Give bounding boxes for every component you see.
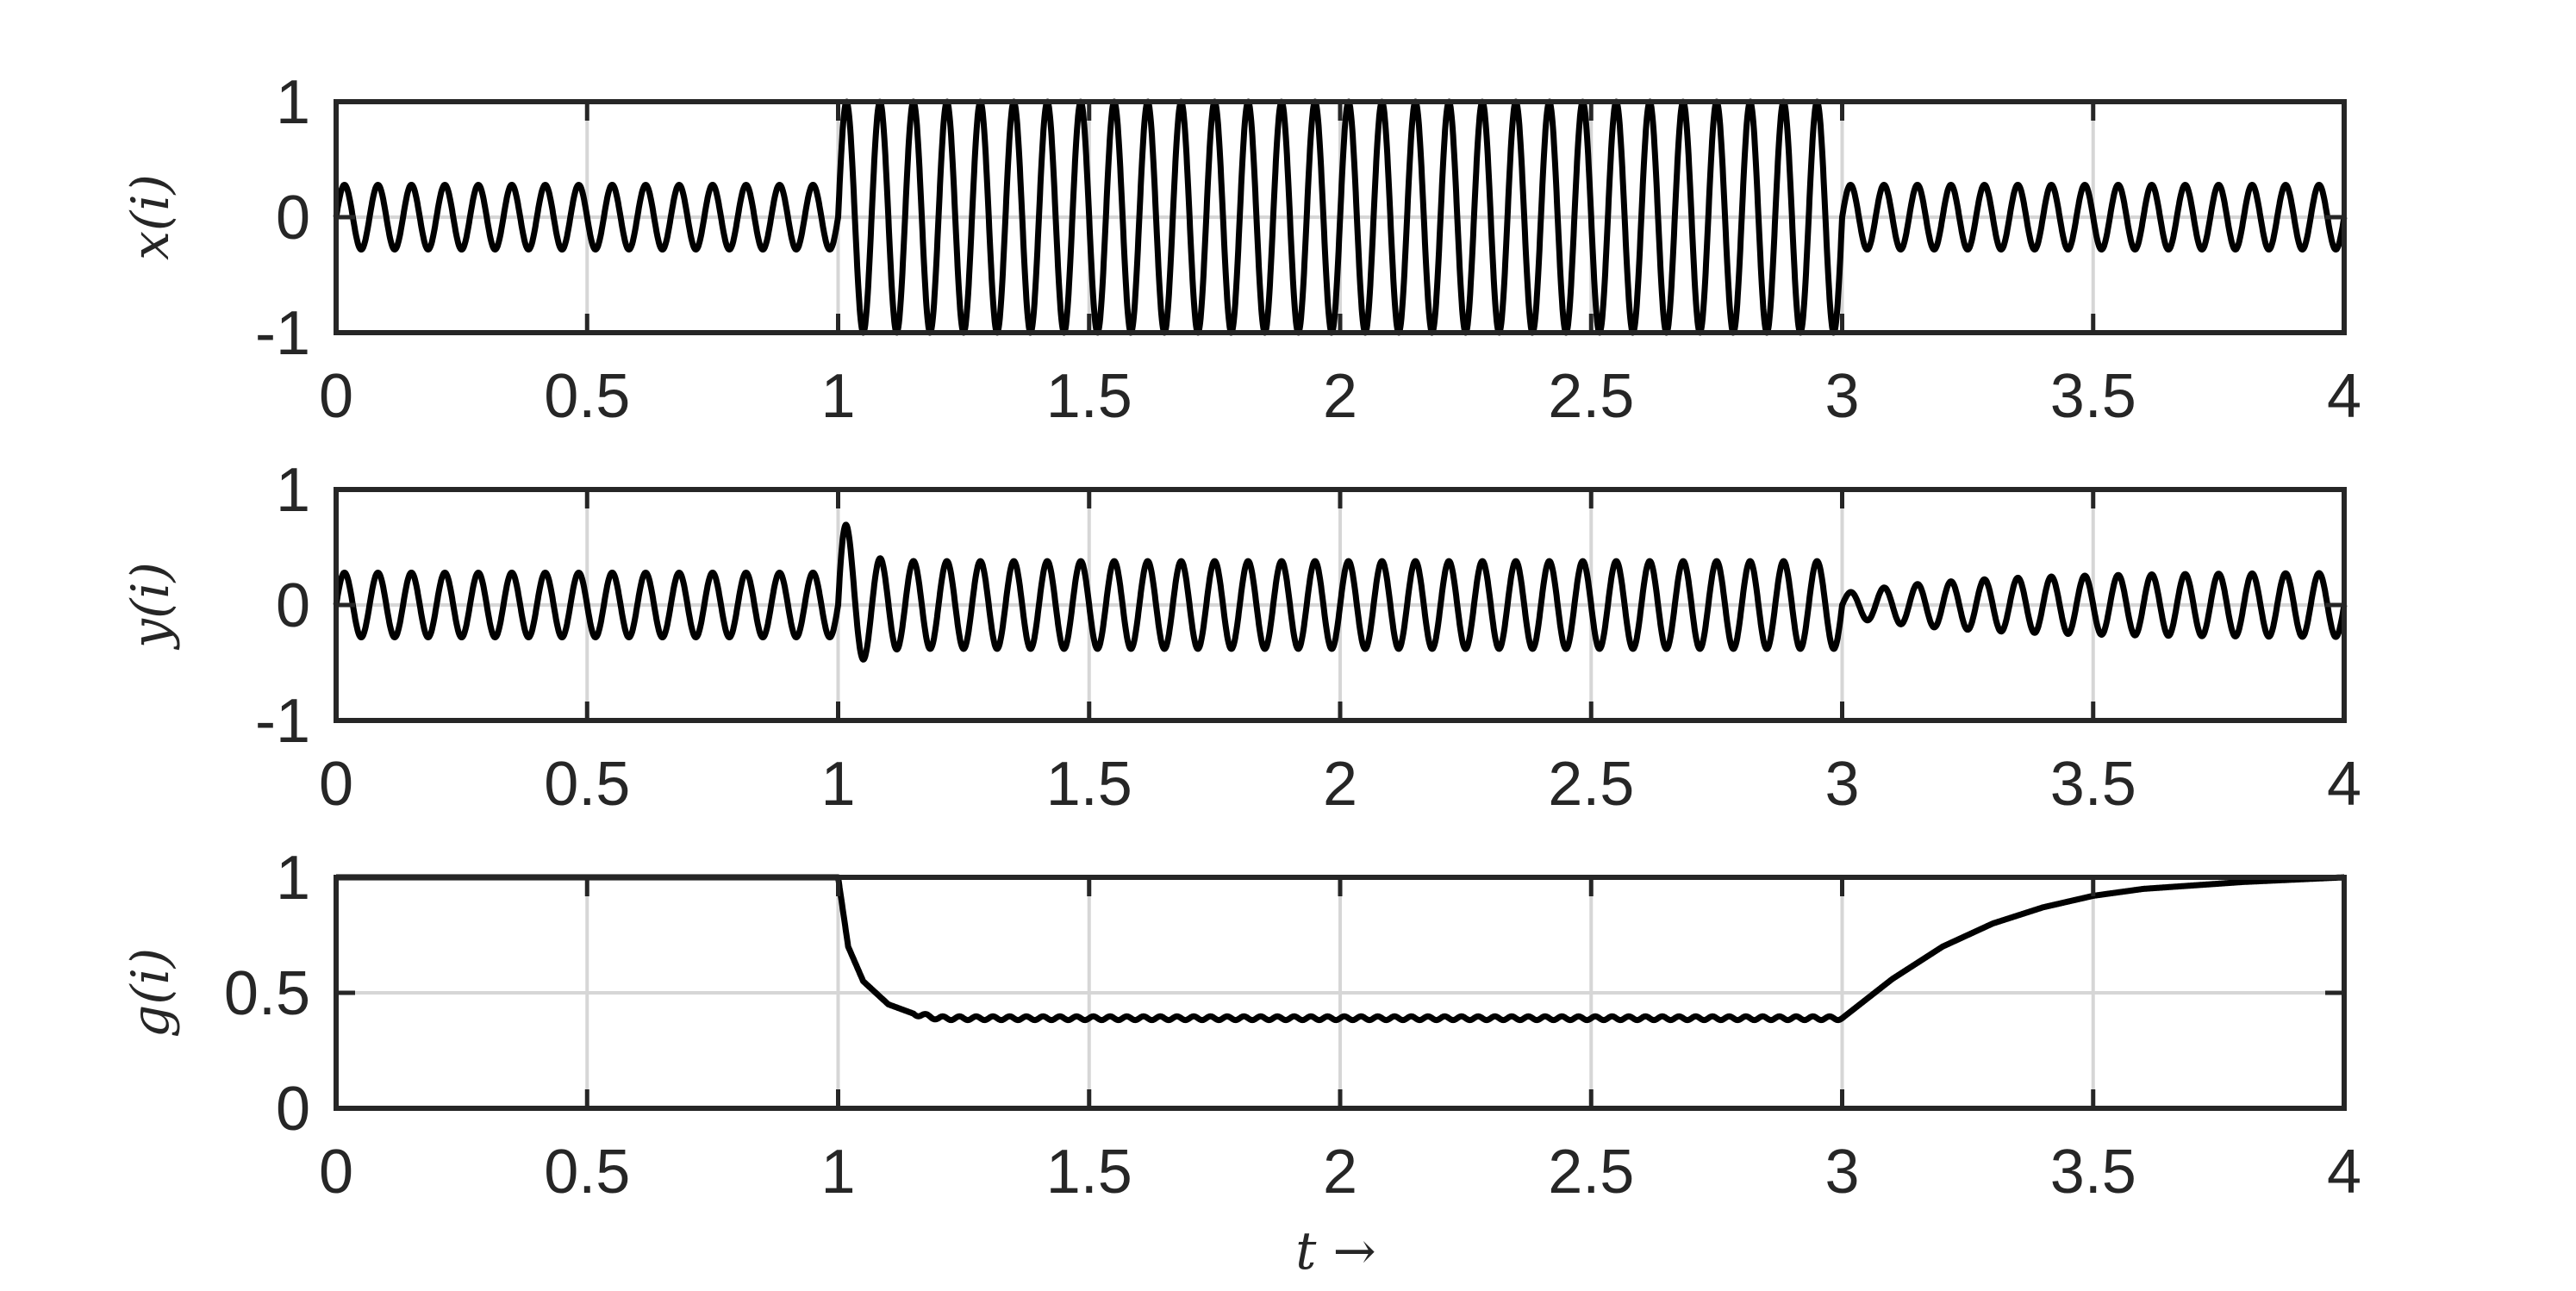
- x-tick-label: 3: [1824, 362, 1859, 431]
- x-tick-label: 4: [2327, 362, 2361, 431]
- x-tick-label: 2.5: [1548, 750, 1634, 819]
- subplot-x: 0 0.5 1 1.5 2 2.5 3 3.5 410-1x(i): [121, 68, 2361, 431]
- y-tick-label: -1: [255, 687, 310, 756]
- xlabel: t →: [1295, 1221, 1375, 1282]
- x-tick-label: 0.5: [544, 1138, 630, 1207]
- y-tick-label: 0: [276, 1075, 310, 1144]
- series-line-x: [333, 98, 2348, 336]
- subplot-y: 0 0.5 1 1.5 2 2.5 3 3.5 410-1y(i): [121, 456, 2361, 819]
- x-tick-label: 0: [319, 1138, 353, 1207]
- y-tick-label: 0: [276, 184, 310, 253]
- y-tick-label: 0: [276, 571, 310, 640]
- y-tick-label: 0.5: [224, 959, 310, 1028]
- y-axis-label: y(i): [121, 562, 181, 651]
- x-tick-label: 3: [1824, 1138, 1859, 1207]
- x-tick-label: 1.5: [1046, 1138, 1132, 1207]
- x-tick-label: 1.5: [1046, 750, 1132, 819]
- x-tick-label: 0: [319, 750, 353, 819]
- x-tick-label: 1: [820, 1138, 855, 1207]
- x-tick-label: 2: [1323, 362, 1357, 431]
- x-tick-label: 2.5: [1548, 1138, 1634, 1207]
- y-tick-label: 1: [276, 68, 310, 137]
- subplot-g: 0 0.5 1 1.5 2 2.5 3 3.5 4 1 0.5 0 g(i): [121, 844, 2361, 1207]
- x-tick-label: 4: [2327, 750, 2361, 819]
- y-tick-label: 1: [276, 844, 310, 913]
- x-tick-label: 4: [2327, 1138, 2361, 1207]
- y-axis-label: x(i): [121, 174, 181, 260]
- x-tick-label: 2: [1323, 1138, 1357, 1207]
- x-tick-label: 2.5: [1548, 362, 1634, 431]
- y-tick-label: -1: [255, 299, 310, 368]
- x-tick-label: 0.5: [544, 362, 630, 431]
- x-tick-label: 3.5: [2050, 362, 2136, 431]
- x-tick-label: 1.5: [1046, 362, 1132, 431]
- x-tick-label: 2: [1323, 750, 1357, 819]
- y-tick-label: 1: [276, 456, 310, 525]
- x-tick-label: 3: [1824, 750, 1859, 819]
- x-tick-label: 3.5: [2050, 1138, 2136, 1207]
- x-tick-label: 1: [820, 362, 855, 431]
- x-tick-label: 1: [820, 750, 855, 819]
- y-axis-label: g(i): [121, 948, 181, 1038]
- series-line-y: [333, 521, 2348, 663]
- x-tick-label: 0.5: [544, 750, 630, 819]
- x-tick-label: 3.5: [2050, 750, 2136, 819]
- x-tick-label: 0: [319, 362, 353, 431]
